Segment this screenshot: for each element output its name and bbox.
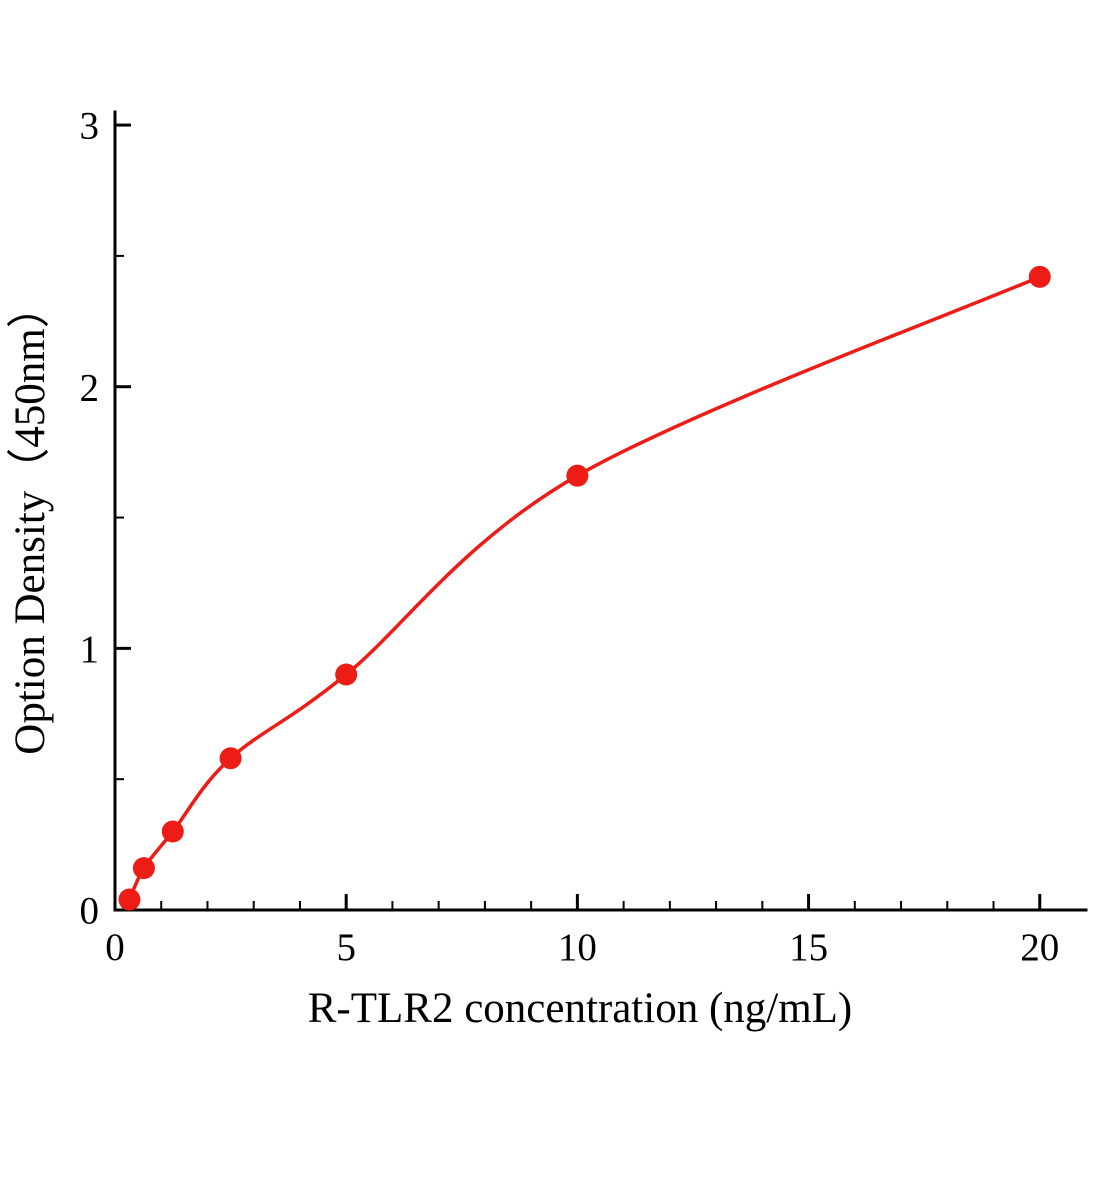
data-point	[118, 888, 141, 911]
x-tick-label: 0	[105, 926, 125, 969]
data-point	[132, 857, 155, 880]
data-point	[566, 464, 589, 487]
data-point	[335, 663, 358, 686]
data-point	[219, 747, 242, 770]
axes-frame	[113, 110, 1088, 912]
y-tick-label: 2	[80, 366, 100, 409]
y-tick-label: 1	[80, 628, 100, 671]
y-tick-label: 3	[80, 105, 100, 148]
x-tick-label: 10	[558, 926, 597, 969]
x-tick-label: 20	[1020, 926, 1059, 969]
fit-curve-line	[127, 275, 1042, 902]
data-point	[161, 820, 184, 843]
x-axis-label: R-TLR2 concentration (ng/mL)	[308, 985, 853, 1032]
plot-area: 0 5 10 15 20 0 1 2 3	[80, 105, 1088, 969]
data-point	[1028, 265, 1051, 288]
x-tick-label: 15	[789, 926, 828, 969]
y-axis-label: Option Density（450nm）	[7, 285, 54, 754]
y-tick-label: 0	[80, 890, 100, 933]
x-tick-label: 5	[336, 926, 356, 969]
